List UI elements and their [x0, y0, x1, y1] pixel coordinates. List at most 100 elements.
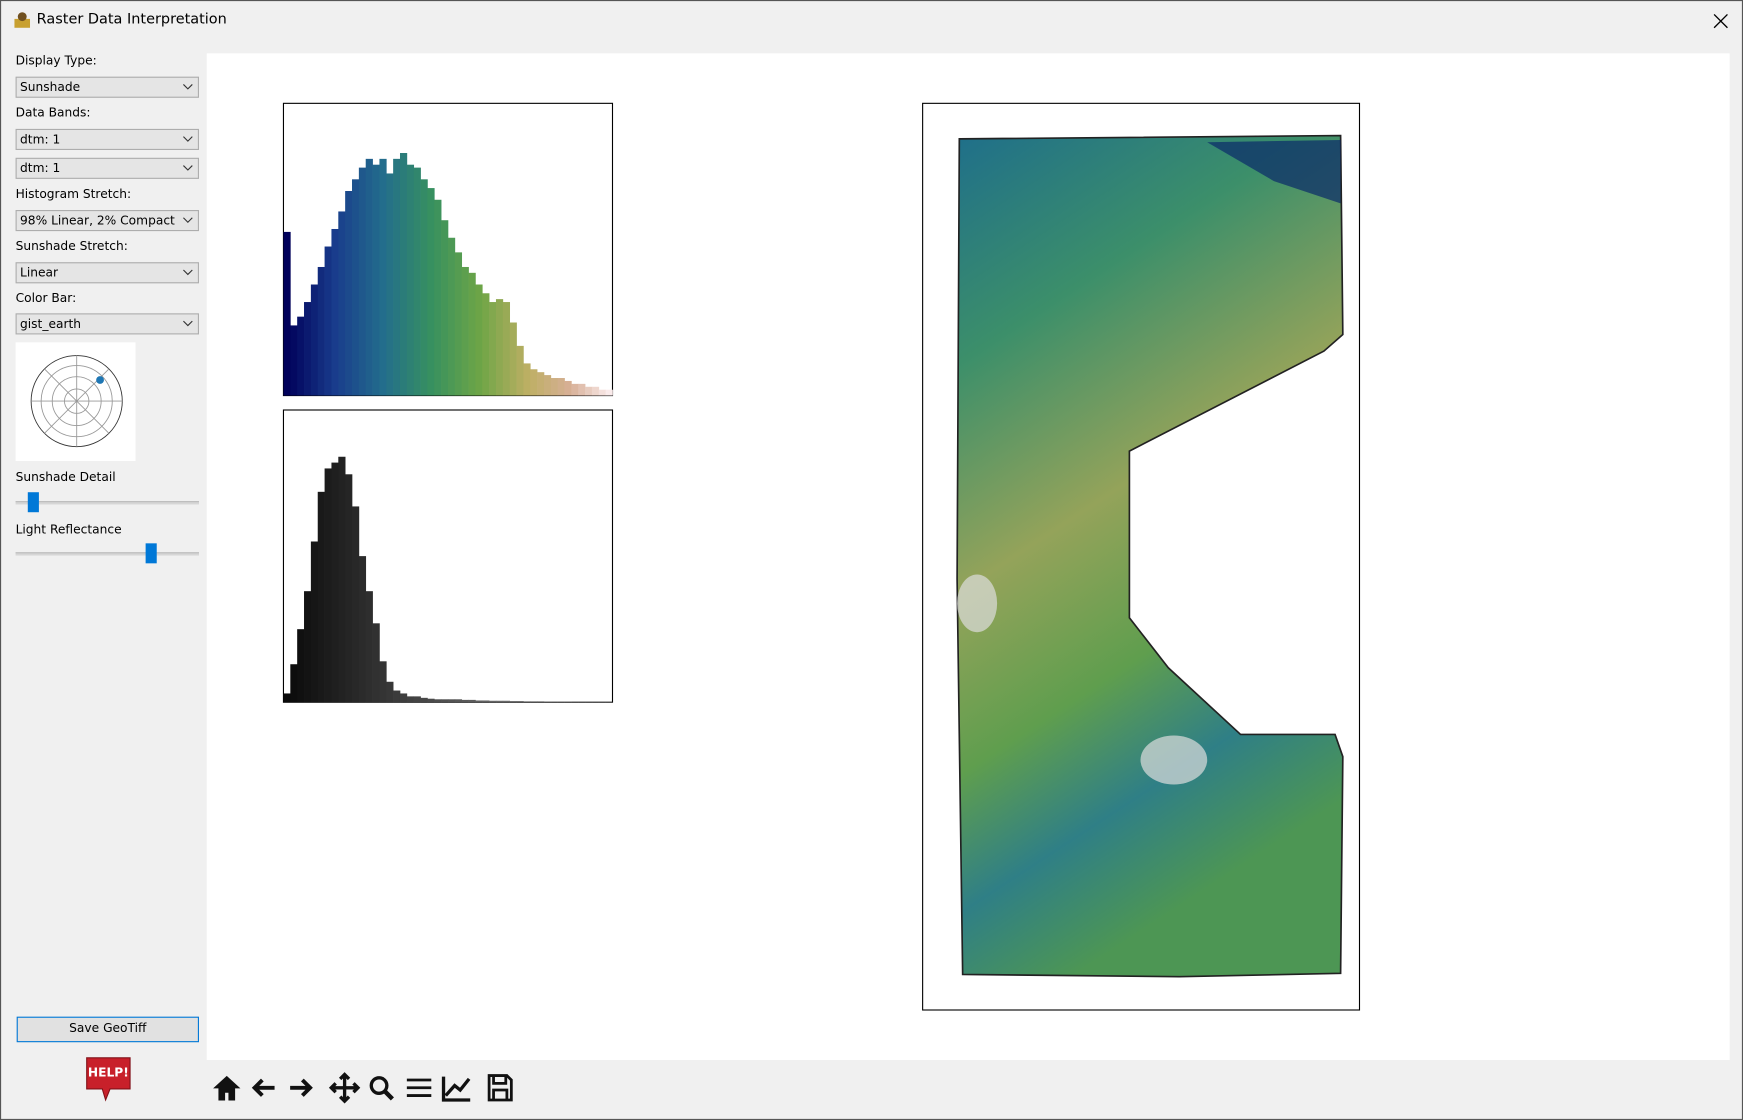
histogram-bar	[352, 179, 360, 396]
histogram-bar	[297, 629, 305, 703]
field-label: Color Bar:	[15, 291, 77, 306]
histogram-bar	[297, 316, 305, 396]
pan-icon[interactable]	[328, 1072, 361, 1104]
histogram-bar	[399, 153, 408, 396]
light-direction-widget[interactable]	[15, 342, 136, 462]
field-label: Sunshade Stretch:	[15, 238, 128, 254]
histogram-bar	[523, 701, 531, 703]
dropdown-value: Linear	[20, 265, 59, 280]
histogram-bar	[454, 699, 463, 703]
histogram-bar	[324, 468, 332, 703]
slider-label: Light Reflectance	[15, 522, 122, 537]
slider-thumb[interactable]	[27, 492, 39, 513]
dropdown[interactable]: gist_earth	[15, 313, 199, 335]
help-text: HELP!	[88, 1066, 129, 1080]
map-highlight	[957, 574, 998, 633]
histogram-bar	[372, 623, 380, 703]
histogram-bar	[358, 556, 367, 703]
histogram-bar	[530, 369, 538, 396]
forward-icon[interactable]	[290, 1078, 313, 1097]
histogram-bar	[345, 190, 353, 396]
save-icon[interactable]	[487, 1074, 513, 1102]
field-label: Data Bands:	[15, 105, 91, 120]
help-button[interactable]: HELP!	[83, 1056, 134, 1105]
home-icon[interactable]	[213, 1075, 241, 1101]
dropdown[interactable]: 98% Linear, 2% Compact	[15, 209, 199, 232]
histogram-bar	[537, 701, 545, 703]
back-icon[interactable]	[251, 1078, 275, 1097]
histogram-bar	[482, 293, 490, 396]
histogram-bar	[406, 696, 415, 703]
window-title: Raster Data Interpretation	[36, 11, 227, 28]
histogram-bar	[365, 158, 373, 396]
histogram-bar	[304, 302, 312, 396]
plot-area	[206, 53, 1730, 1060]
histogram-bar	[393, 158, 401, 396]
plot-canvas	[282, 102, 1361, 1011]
histogram-bar	[468, 272, 476, 396]
histogram-bar	[530, 701, 538, 703]
zoom-icon[interactable]	[369, 1076, 394, 1101]
map-shade	[1207, 139, 1341, 204]
histogram-bar	[310, 284, 319, 396]
slider-track[interactable]	[15, 501, 199, 505]
histogram-bar	[420, 179, 428, 396]
histogram-bar	[523, 363, 531, 396]
histogram-bar	[399, 693, 408, 703]
histogram-bar	[290, 664, 298, 703]
histogram-bar	[338, 211, 346, 396]
histogram-bar	[379, 158, 387, 396]
histogram-bar	[591, 386, 600, 396]
histogram-bar	[489, 302, 497, 396]
histogram-bar	[310, 541, 319, 703]
histogram-bar	[461, 266, 469, 396]
save-button[interactable]: Save GeoTiff	[16, 1016, 199, 1043]
histogram-bar	[379, 661, 387, 703]
histogram-bar	[427, 698, 435, 703]
histogram-bar	[441, 699, 449, 703]
dropdown[interactable]: Linear	[15, 262, 199, 284]
histogram-bar	[475, 284, 483, 396]
histogram-bar	[543, 701, 552, 703]
histogram-bar	[550, 701, 558, 703]
histogram-bar	[434, 199, 442, 396]
histogram-bar	[509, 701, 517, 703]
map-highlight	[1140, 735, 1208, 785]
dropdown-value: gist_earth	[20, 316, 82, 332]
raster-map	[956, 134, 1344, 978]
histogram-bar	[413, 167, 421, 396]
histogram-bar	[571, 383, 579, 396]
histogram-bar	[386, 681, 394, 703]
configure-icon[interactable]	[406, 1078, 432, 1097]
field-label: Display Type:	[15, 53, 97, 68]
dropdown[interactable]: dtm: 1	[15, 128, 199, 150]
histogram-bar	[543, 375, 552, 396]
histogram-bar	[475, 700, 483, 703]
histogram-bar	[564, 380, 572, 396]
slider-label: Sunshade Detail	[15, 469, 116, 485]
histogram-bar	[454, 252, 463, 396]
histogram-bar	[578, 383, 586, 396]
histogram-bar	[420, 697, 428, 703]
dropdown[interactable]: dtm: 1	[15, 157, 199, 179]
histogram-bar	[468, 699, 476, 703]
dropdown-value: dtm: 1	[20, 161, 61, 176]
slider-track[interactable]	[15, 552, 199, 556]
histogram-bar	[413, 696, 421, 703]
slider-thumb[interactable]	[145, 543, 157, 564]
edit-axis-icon[interactable]	[441, 1076, 471, 1102]
histogram-bar	[331, 462, 339, 703]
histogram-bar	[557, 378, 565, 396]
histogram-bar	[495, 299, 504, 396]
close-button[interactable]	[1713, 13, 1729, 29]
histogram-bar	[509, 322, 517, 396]
histogram-bar	[283, 693, 291, 703]
histogram-bar	[352, 506, 360, 703]
dropdown[interactable]: Sunshade	[15, 76, 199, 98]
histogram-bar	[598, 389, 606, 396]
histogram-bar	[386, 173, 394, 396]
histogram-bar	[550, 378, 558, 396]
histogram-bar	[502, 700, 511, 703]
histogram-bar	[434, 699, 442, 703]
